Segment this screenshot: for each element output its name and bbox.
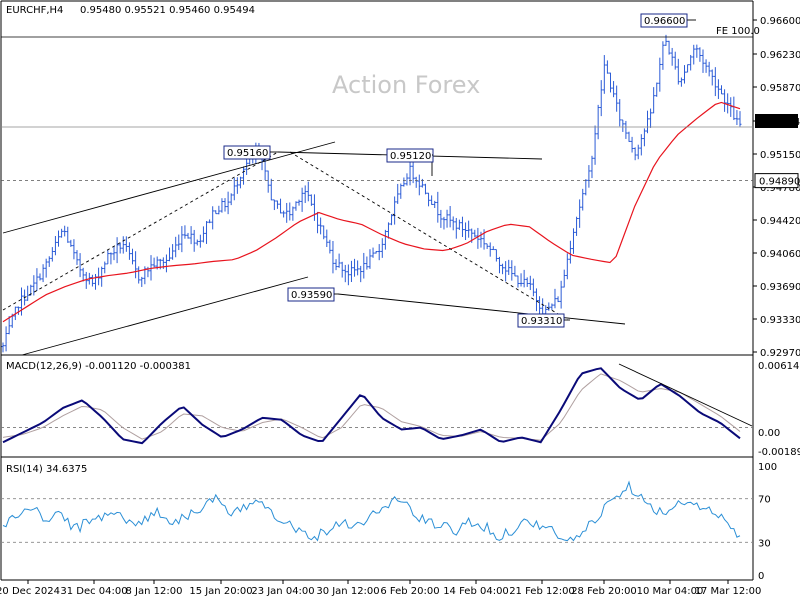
macd-tick-label: -0.001896 bbox=[758, 447, 800, 458]
annotation-label: 0.93310 bbox=[521, 316, 562, 327]
x-tick-label: 17 Mar 12:00 bbox=[695, 586, 762, 597]
macd-panel: MACD(12,26,9) -0.001120 -0.000381 bbox=[1, 361, 753, 445]
price-tick-label: 0.96230 bbox=[760, 50, 800, 61]
current-price-tag bbox=[755, 114, 798, 128]
price-panel: 0.95160 0.95120 0.96600 0.93590 0.93310 FE 10… bbox=[1, 13, 760, 356]
ohlc-values: 0.95480 0.95521 0.95460 0.95494 bbox=[80, 5, 255, 16]
annotation-label: 0.95120 bbox=[390, 151, 431, 162]
support-price-tag-label: 0.94890 bbox=[759, 177, 800, 188]
annotation-label: 0.95160 bbox=[227, 148, 268, 159]
macd-title: MACD(12,26,9) -0.001120 -0.000381 bbox=[6, 361, 191, 372]
annotation-box bbox=[287, 287, 335, 302]
x-tick-label: 28 Feb 20:00 bbox=[571, 586, 637, 597]
price-annotation-0.96600: 0.96600 bbox=[640, 13, 696, 28]
x-tick-label: 10 Mar 04:00 bbox=[637, 586, 704, 597]
x-tick-label: 23 Jan 04:00 bbox=[251, 586, 314, 597]
x-tick-label: 30 Jan 12:00 bbox=[316, 586, 379, 597]
support-line bbox=[337, 293, 626, 325]
annotation-box bbox=[223, 145, 271, 160]
annotation-label: 0.93590 bbox=[291, 290, 332, 301]
x-tick-label: 6 Feb 20:00 bbox=[380, 586, 439, 597]
channel-mid-dashed-line bbox=[2, 151, 279, 311]
macd-trendline bbox=[618, 363, 753, 427]
fe-level-label: FE 100.0 bbox=[716, 26, 760, 37]
rsi-tick-label: 0 bbox=[758, 571, 764, 582]
channel-upper-line bbox=[2, 141, 336, 234]
macd-line bbox=[2, 367, 741, 445]
rsi-line bbox=[2, 480, 741, 542]
x-tick-label: 14 Feb 04:00 bbox=[443, 586, 509, 597]
price-tick-label: 0.92970 bbox=[760, 348, 800, 359]
rsi-title: RSI(14) 34.6375 bbox=[6, 464, 87, 475]
price-annotation-0.93590: 0.93590 bbox=[287, 287, 338, 302]
x-tick-label: 21 Feb 12:00 bbox=[509, 586, 575, 597]
watermark: Action Forex bbox=[332, 71, 480, 99]
annotation-box bbox=[386, 148, 434, 163]
price-annotation-0.95160: 0.95160 bbox=[223, 145, 278, 160]
annotation-box bbox=[517, 313, 565, 328]
macd-tick-label: 0.00 bbox=[758, 428, 780, 439]
price-tick-label: 0.94060 bbox=[760, 249, 800, 260]
channel-lower-line bbox=[21, 276, 309, 356]
rsi-tick-label: 100 bbox=[758, 462, 777, 473]
support-price-tag bbox=[754, 173, 799, 189]
price-tick-label: 0.93690 bbox=[760, 282, 800, 293]
rsi-tick-label: 30 bbox=[758, 538, 771, 549]
current-price-tag-label: 0.95494 bbox=[759, 117, 800, 128]
price-annotation-0.93310: 0.93310 bbox=[517, 313, 570, 328]
price-tick-label: 0.95150 bbox=[760, 150, 800, 161]
x-tick-label: 31 Dec 04:00 bbox=[60, 586, 127, 597]
annotation-label: 0.96600 bbox=[644, 16, 685, 27]
header-legend: EURCHF,H4 0.95480 0.95521 0.95460 0.9549… bbox=[6, 5, 255, 16]
price-tick-label: 0.93330 bbox=[760, 315, 800, 326]
macd-tick-label: 0.006143 bbox=[758, 361, 800, 372]
price-tick-label: 0.94780 bbox=[760, 183, 800, 194]
symbol-label: EURCHF,H4 bbox=[6, 5, 63, 16]
moving-average-line bbox=[2, 101, 741, 323]
chart-frame bbox=[0, 0, 754, 581]
price-tick-label: 0.95870 bbox=[760, 83, 800, 94]
price-annotation-0.95120: 0.95120 bbox=[386, 148, 434, 163]
x-tick-label: 20 Dec 2024 bbox=[0, 586, 60, 597]
axes: 0.96600 0.96230 0.95870 0.95494 0.95150 0.947… bbox=[0, 16, 800, 597]
rsi-tick-label: 70 bbox=[758, 495, 771, 506]
annotation-box bbox=[640, 13, 688, 28]
price-tick-label: 0.94420 bbox=[760, 216, 800, 227]
diagonal-dashed-line bbox=[289, 151, 569, 321]
x-tick-label: 15 Jan 20:00 bbox=[189, 586, 252, 597]
rsi-panel: RSI(14) 34.6375 bbox=[1, 464, 753, 543]
price-tick-label: 0.96600 bbox=[760, 16, 800, 27]
x-tick-label: 8 Jan 12:00 bbox=[126, 586, 183, 597]
